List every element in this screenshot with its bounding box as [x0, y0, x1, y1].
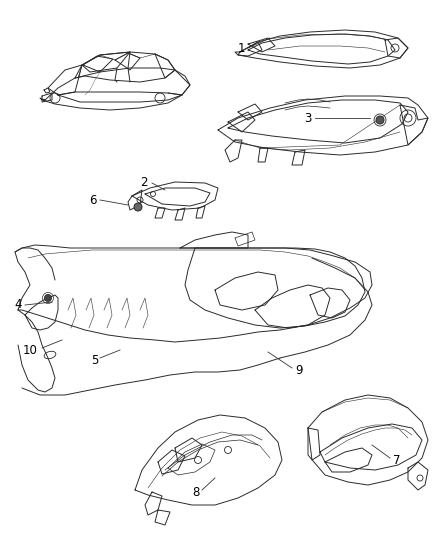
Circle shape	[45, 295, 52, 302]
Text: 10: 10	[23, 343, 38, 357]
Text: 5: 5	[91, 353, 98, 367]
Text: 9: 9	[295, 364, 303, 376]
Text: 3: 3	[304, 111, 312, 125]
Text: 1: 1	[237, 42, 245, 54]
Text: 7: 7	[393, 454, 400, 466]
Text: 4: 4	[14, 298, 22, 311]
Circle shape	[134, 203, 142, 211]
Circle shape	[376, 116, 384, 124]
Text: 2: 2	[141, 176, 148, 190]
Text: 8: 8	[193, 487, 200, 499]
Text: 6: 6	[89, 193, 97, 206]
